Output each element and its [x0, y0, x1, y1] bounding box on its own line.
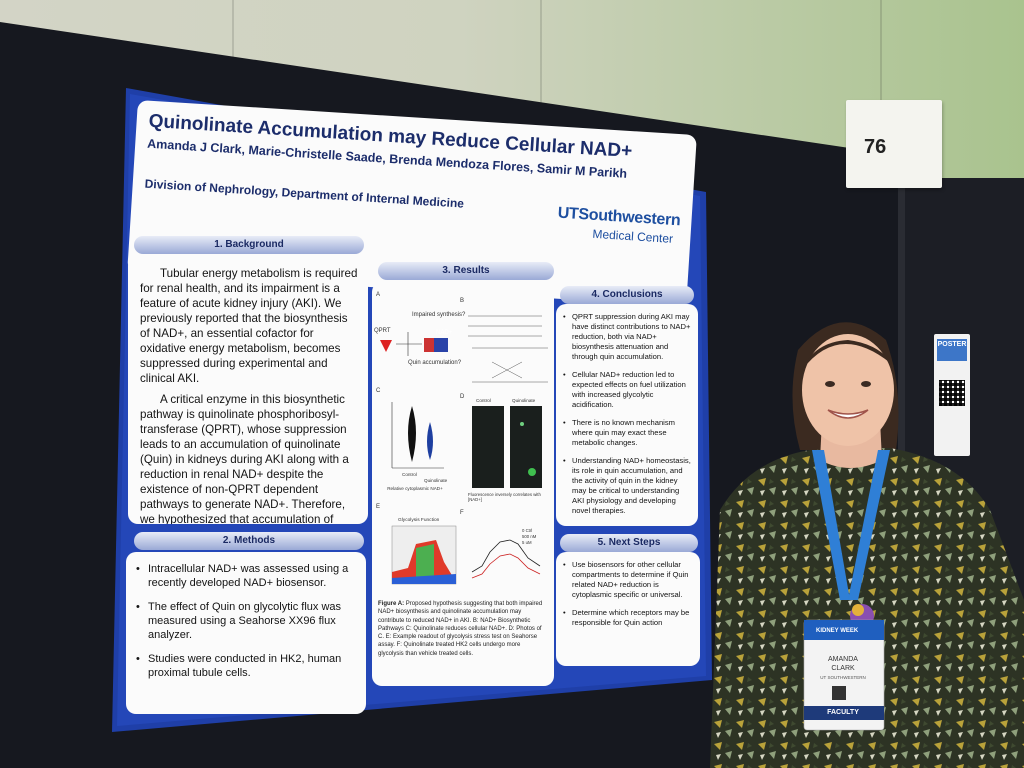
conclusions-heading: 4. Conclusions	[560, 286, 694, 304]
fig-d-right-label: Quinolinate	[512, 398, 536, 403]
next-steps-bullet: Use biosensors for other cellular compar…	[556, 560, 700, 600]
presenter	[710, 322, 1024, 768]
booth-number-card: 76	[846, 100, 942, 188]
fig-a-bottom-label: Quin accumulation?	[408, 360, 462, 366]
presenter-face	[802, 334, 894, 446]
fig-c-ylabel: Relative cytoplasmic NAD+	[387, 486, 443, 491]
fig-c-control-violin	[408, 406, 416, 462]
presenter-smile	[827, 409, 869, 419]
fig-a-down-arrow	[380, 340, 392, 352]
wall-seam	[540, 0, 542, 150]
methods-bullet: The effect of Quin on glycolytic flux wa…	[126, 600, 366, 642]
fig-c-x-label: Quinolinate	[424, 478, 448, 483]
background-heading: 1. Background	[134, 236, 364, 254]
poster-department: Division of Nephrology, Department of In…	[144, 176, 465, 211]
fig-d-control-image	[472, 406, 504, 488]
badge-first-name: AMANDA	[828, 656, 858, 663]
fig-c-quin-violin	[427, 422, 433, 460]
fig-a-left-label: QPRT	[374, 328, 391, 334]
fig-a-nad-box	[424, 338, 436, 352]
utsw-logo-subtitle: Medical Center	[592, 226, 674, 246]
badge-qr-code	[832, 686, 846, 700]
badge-role: FACULTY	[827, 709, 859, 716]
fig-f-legend-item: 500 nM	[522, 534, 537, 539]
qr-placard-header: POSTER	[937, 339, 967, 361]
fig-c-x-label: Control	[402, 472, 417, 477]
fig-a-label: A	[376, 292, 380, 298]
fig-a-top-label: Impaired synthesis?	[412, 312, 466, 318]
fig-e-label: E	[376, 504, 380, 510]
badge-event: KIDNEY WEEK	[816, 628, 859, 634]
results-panel: A B C D E F	[372, 282, 554, 686]
fig-a-right-label: NAD+	[436, 330, 453, 336]
fig-d-fluorescence	[528, 468, 536, 476]
fig-f-legend-item: 5 uM	[522, 540, 532, 545]
methods-heading: 2. Methods	[134, 532, 364, 550]
presenter-eye	[861, 381, 871, 387]
results-heading: 3. Results	[378, 262, 554, 280]
caption-lead: Figure A:	[378, 601, 405, 607]
conclusions-bullet: Cellular NAD+ reduction led to expected …	[556, 370, 698, 410]
wall-seam	[880, 0, 882, 150]
fig-f-label: F	[460, 510, 464, 516]
fig-b-pathway	[468, 315, 548, 383]
badge-last-name: CLARK	[831, 665, 855, 672]
background-panel: Tubular energy metabolism is required fo…	[128, 256, 368, 524]
presenter-eye	[825, 381, 835, 387]
methods-bullet: Intracellular NAD+ was assessed using a …	[126, 562, 366, 590]
booth-number: 76	[864, 136, 887, 158]
fig-d-left-label: Control	[476, 398, 491, 403]
fig-c-label: C	[376, 388, 381, 394]
conclusions-bullet: There is no known mechanism where quin m…	[556, 418, 698, 448]
lanyard-right	[848, 450, 890, 600]
fig-f-line-2	[471, 553, 541, 579]
conclusions-panel: QPRT suppression during AKI may have dis…	[556, 304, 698, 526]
utsw-logo: UTSouthwestern	[557, 204, 681, 230]
qr-placard: POSTER	[934, 334, 970, 456]
fig-b-label: B	[460, 298, 464, 304]
background-para-1: Tubular energy metabolism is required fo…	[140, 267, 358, 385]
methods-panel: Intracellular NAD+ was assessed using a …	[126, 552, 366, 714]
fig-d-quin-image	[510, 406, 542, 488]
next-steps-bullet: Determine which receptors may be respons…	[556, 608, 700, 628]
results-caption: Figure A: Proposed hypothesis suggesting…	[378, 600, 546, 658]
badge-org: UT SOUTHWESTERN	[820, 675, 866, 680]
fig-f-line	[471, 539, 541, 573]
methods-bullet: Studies were conducted in HK2, human pro…	[126, 652, 366, 680]
conclusions-bullet: QPRT suppression during AKI may have dis…	[556, 312, 698, 362]
results-figures: A B C D E F	[376, 292, 548, 585]
lanyard-left	[812, 450, 850, 600]
fig-a-nad-label-box	[434, 338, 448, 352]
qr-code-icon[interactable]	[939, 380, 965, 406]
next-steps-heading: 5. Next Steps	[560, 534, 698, 552]
conclusions-bullet: Understanding NAD+ homeostasis, its role…	[556, 456, 698, 516]
fig-e-title: Glycolysis Function	[398, 518, 440, 523]
fig-f-legend-item: 0 Ctrl	[522, 528, 533, 533]
fig-d-note: Fluorescence inversely correlates with […	[468, 492, 541, 502]
background-para-2: A critical enzyme in this biosynthetic p…	[140, 393, 349, 524]
next-steps-panel: Use biosensors for other cellular compar…	[556, 552, 700, 666]
fig-d-label: D	[460, 394, 465, 400]
caption-text: Proposed hypothesis suggesting that both…	[378, 601, 543, 657]
